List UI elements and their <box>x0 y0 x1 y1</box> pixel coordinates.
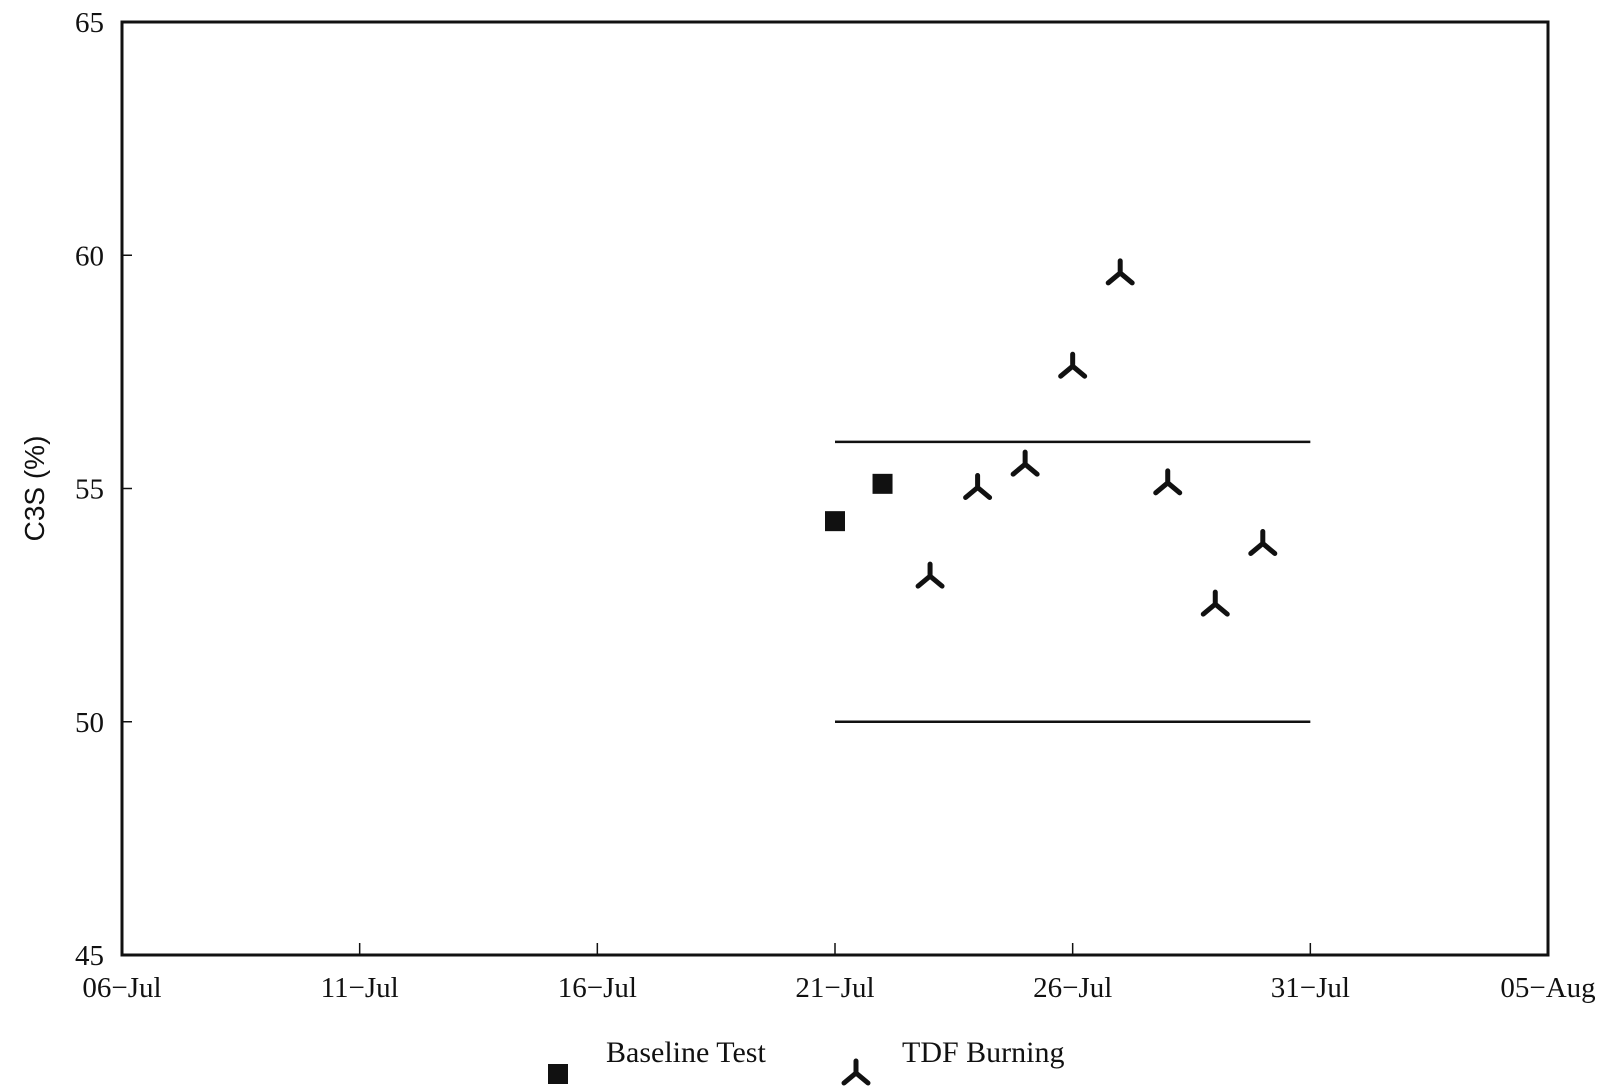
x-tick-label: 16−Jul <box>558 972 637 1004</box>
tdf-burning-point <box>1248 528 1278 556</box>
tdf-burning-point <box>1200 589 1230 617</box>
y-tick-label: 65 <box>75 7 104 39</box>
y-tick-label: 50 <box>75 707 104 739</box>
y-axis-label: C3S (%) <box>19 436 50 542</box>
legend-marker-baseline <box>548 1064 568 1084</box>
legend-label-tdf: TDF Burning <box>902 1036 1065 1069</box>
tdf-burning-point <box>1058 351 1088 379</box>
baseline-test-point <box>872 473 893 494</box>
x-tick-label: 26−Jul <box>1033 972 1112 1004</box>
x-tick-label: 11−Jul <box>321 972 399 1004</box>
x-tick-label: 06−Jul <box>82 972 161 1004</box>
legend-label-baseline: Baseline Test <box>606 1036 766 1069</box>
tdf-burning-point <box>1153 468 1183 496</box>
x-tick-label: 05−Aug <box>1500 972 1595 1004</box>
legend-marker-tdf <box>841 1058 871 1086</box>
tdf-burning-point <box>915 561 945 589</box>
tdf-burning-point <box>1010 449 1040 477</box>
plot-frame <box>120 20 1550 957</box>
y-tick-label: 55 <box>75 474 104 506</box>
y-tick-label: 45 <box>75 940 104 972</box>
tdf-burning-point <box>1105 258 1135 286</box>
tdf-burning-point <box>963 473 993 500</box>
x-tick-label: 31−Jul <box>1271 972 1350 1004</box>
x-tick-label: 21−Jul <box>795 972 874 1004</box>
baseline-test-point <box>825 511 845 532</box>
y-tick-label: 60 <box>75 240 104 272</box>
